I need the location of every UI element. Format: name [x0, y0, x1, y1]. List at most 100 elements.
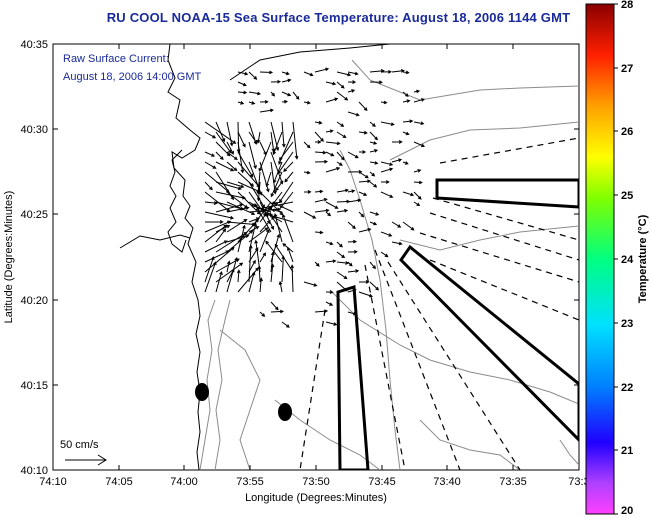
- current-vector: [391, 140, 403, 144]
- current-vector: [248, 71, 258, 80]
- current-vector: [303, 281, 318, 287]
- current-vector: [314, 208, 330, 213]
- current-vector: [369, 261, 376, 270]
- current-vector: [314, 197, 328, 203]
- x-tick-5: 73:45: [368, 476, 396, 488]
- current-vector: [303, 190, 312, 194]
- current-vector: [369, 181, 378, 188]
- current-vector: [281, 255, 286, 283]
- current-vector: [204, 161, 217, 169]
- current-vector: [381, 180, 390, 184]
- y-tick-1: 40:30: [20, 124, 48, 136]
- current-vector: [292, 91, 300, 100]
- current-vector: [314, 230, 324, 235]
- current-vectors: [204, 67, 426, 328]
- current-vector: [278, 280, 283, 293]
- current-vector: [391, 221, 402, 228]
- current-vector: [402, 119, 414, 124]
- x-axis-label: Longitude (Degrees:Minutes): [245, 492, 387, 504]
- current-vector: [237, 71, 249, 76]
- current-vector: [270, 91, 276, 97]
- colorbar: [585, 3, 615, 515]
- current-vector: [271, 208, 283, 213]
- current-vector: [402, 99, 411, 103]
- current-vector: [402, 191, 415, 197]
- current-vector: [347, 189, 356, 193]
- current-vector: [347, 89, 356, 93]
- x-tick-2: 74:00: [170, 476, 198, 488]
- current-vector: [380, 100, 388, 105]
- current-vector: [248, 207, 282, 213]
- cb-tick-6: 22: [621, 382, 633, 394]
- current-vector: [278, 141, 294, 161]
- current-vector: [369, 121, 376, 127]
- current-vector: [413, 201, 421, 207]
- current-vector: [413, 169, 422, 173]
- annotation-line-2: August 18, 2006 14:00 GMT: [63, 71, 201, 83]
- current-vector: [325, 211, 332, 217]
- current-vector: [204, 220, 224, 224]
- current-vector: [270, 151, 284, 185]
- current-vector: [226, 257, 238, 293]
- current-vector: [303, 211, 317, 219]
- current-vector: [259, 228, 270, 253]
- current-vector: [358, 280, 370, 284]
- current-vector: [259, 201, 274, 230]
- current-vector: [358, 191, 368, 196]
- y-axis: [53, 43, 579, 471]
- colorbar-ticks: [614, 3, 618, 515]
- current-vector: [336, 188, 350, 193]
- current-vector: [336, 271, 348, 280]
- current-vector: [413, 180, 423, 185]
- current-vector: [336, 161, 343, 166]
- y-tick-3: 40:20: [20, 295, 48, 307]
- current-vector: [325, 241, 334, 246]
- marker-dot-2: [278, 403, 292, 421]
- current-vector: [314, 131, 324, 142]
- cb-tick-0: 28: [621, 0, 633, 11]
- current-vector: [402, 221, 415, 231]
- current-vector: [380, 69, 392, 74]
- current-vector: [215, 151, 224, 161]
- current-vector: [270, 171, 283, 198]
- current-vector: [204, 201, 218, 205]
- current-vector: [303, 141, 311, 149]
- coastline: [167, 44, 201, 470]
- current-vector: [380, 231, 393, 237]
- current-vector: [314, 189, 324, 194]
- current-vector: [292, 121, 299, 160]
- current-vector: [369, 141, 378, 145]
- current-vector: [270, 79, 282, 84]
- current-vector: [254, 203, 272, 233]
- current-vector: [226, 151, 238, 161]
- current-vector: [248, 141, 257, 170]
- current-vector: [259, 70, 274, 75]
- current-vector: [281, 91, 292, 97]
- current-vector: [270, 201, 283, 205]
- current-vector: [347, 311, 358, 316]
- current-vector: [204, 240, 228, 253]
- current-vector: [380, 191, 394, 198]
- y-tick-0: 40:35: [20, 39, 48, 51]
- current-vector: [369, 221, 378, 226]
- annotation-line-1: Raw Surface Current:: [63, 53, 169, 65]
- coastline-inner: [167, 149, 187, 253]
- current-vector: [380, 167, 394, 173]
- current-vector: [284, 171, 294, 183]
- current-vector: [325, 151, 335, 157]
- current-vector: [226, 181, 245, 189]
- y-tick-4: 40:15: [20, 380, 48, 392]
- current-vector: [248, 101, 256, 105]
- current-vector: [215, 228, 227, 243]
- current-vector: [259, 161, 270, 193]
- x-axis: [52, 44, 514, 470]
- cb-tick-8: 20: [621, 505, 633, 517]
- current-vector: [248, 131, 258, 144]
- current-vector: [215, 225, 231, 233]
- current-vector: [391, 158, 403, 163]
- plot-area: [52, 43, 580, 471]
- current-vector: [215, 121, 226, 143]
- current-vector: [270, 301, 279, 311]
- current-vector: [413, 89, 421, 94]
- current-vector: [314, 261, 320, 267]
